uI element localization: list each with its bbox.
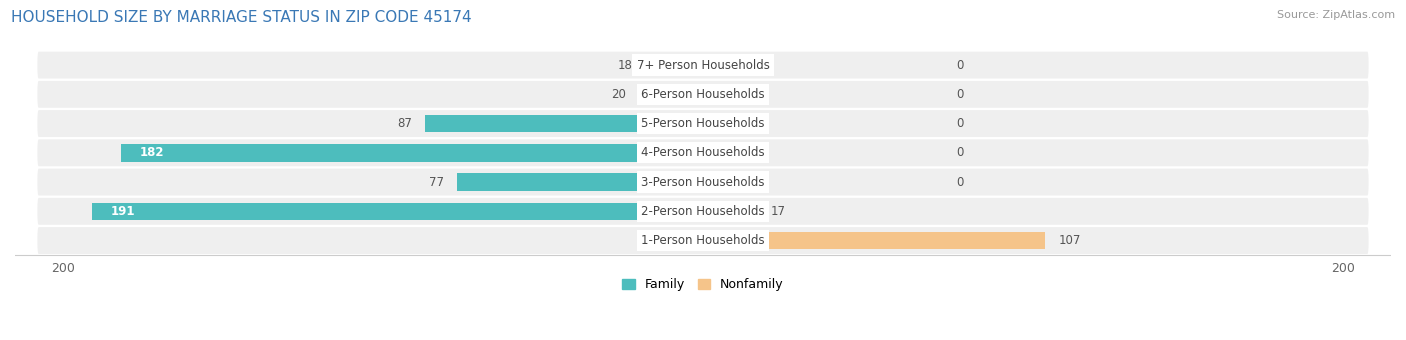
Text: 87: 87 [396,117,412,130]
Text: 7+ Person Households: 7+ Person Households [637,58,769,72]
Text: 0: 0 [956,117,963,130]
Text: 18: 18 [617,58,633,72]
Text: 5-Person Households: 5-Person Households [641,117,765,130]
Text: 4-Person Households: 4-Person Households [641,146,765,159]
FancyBboxPatch shape [38,110,1368,137]
Text: 0: 0 [956,146,963,159]
Text: 1-Person Households: 1-Person Households [641,234,765,247]
Bar [645,56,703,74]
Text: 2-Person Households: 2-Person Households [641,205,765,218]
Legend: Family, Nonfamily: Family, Nonfamily [617,273,789,296]
Text: 0: 0 [956,175,963,189]
Text: 0: 0 [956,58,963,72]
Bar [121,144,703,162]
Bar [638,86,703,103]
FancyBboxPatch shape [38,139,1368,166]
FancyBboxPatch shape [38,52,1368,79]
FancyBboxPatch shape [38,169,1368,195]
Text: 6-Person Households: 6-Person Households [641,88,765,101]
Bar [703,203,758,220]
Bar [703,232,1046,249]
FancyBboxPatch shape [38,227,1368,254]
Text: 3-Person Households: 3-Person Households [641,175,765,189]
FancyBboxPatch shape [38,198,1368,225]
FancyBboxPatch shape [38,81,1368,108]
Bar [425,115,703,132]
Text: 20: 20 [612,88,626,101]
Text: 191: 191 [111,205,135,218]
Bar [91,203,703,220]
Text: 107: 107 [1059,234,1081,247]
Text: 17: 17 [770,205,785,218]
Text: 182: 182 [139,146,165,159]
Text: Source: ZipAtlas.com: Source: ZipAtlas.com [1277,10,1395,20]
Text: HOUSEHOLD SIZE BY MARRIAGE STATUS IN ZIP CODE 45174: HOUSEHOLD SIZE BY MARRIAGE STATUS IN ZIP… [11,10,472,25]
Text: 77: 77 [429,175,444,189]
Bar [457,173,703,191]
Text: 0: 0 [956,88,963,101]
